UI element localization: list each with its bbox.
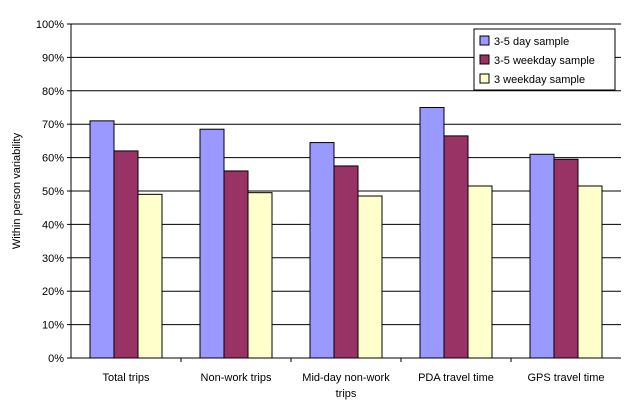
legend-swatch (479, 54, 490, 65)
x-tick-label: trips (336, 388, 357, 400)
bar (137, 193, 163, 359)
x-tick-labels: Total trips Non-work trips Mid-day non-wor… (102, 372, 604, 400)
y-tick-label: 50% (42, 186, 64, 198)
x-tick-label: Total trips (102, 372, 150, 384)
bar (309, 142, 335, 359)
legend: 3-5 day sample 3-5 weekday sample 3 weekda… (473, 28, 616, 91)
bar (357, 195, 383, 359)
y-tick-label: 10% (42, 320, 64, 332)
legend-label: 3-5 day sample (494, 36, 569, 48)
bar (443, 135, 469, 359)
y-tick-label: 30% (42, 253, 64, 265)
bar (223, 170, 249, 359)
legend-label: 3-5 weekday sample (494, 55, 595, 67)
y-tick-label: 100% (36, 19, 64, 31)
x-tick-label: Mid-day non-work (302, 372, 390, 384)
bar (577, 185, 603, 359)
y-tick-label: 80% (42, 86, 64, 98)
legend-box (473, 28, 616, 91)
y-tick-labels: 0% 10% 20% 30% 40% 50% 60% 70% 80% 90% 100% (36, 19, 71, 365)
bar (553, 158, 579, 359)
x-tick-label: Non-work trips (201, 372, 272, 384)
bars (89, 107, 603, 359)
y-tick-label: 60% (42, 153, 64, 165)
legend-label: 3 weekday sample (494, 74, 585, 86)
y-tick-label: 0% (48, 353, 64, 365)
legend-swatch (479, 73, 490, 84)
y-axis-label: Within person variability (11, 132, 23, 249)
bar (529, 153, 555, 359)
x-tick-label: GPS travel time (527, 372, 604, 384)
x-tick-label: PDA travel time (418, 372, 494, 384)
bar (333, 165, 359, 359)
bar (199, 128, 225, 359)
y-tick-label: 40% (42, 219, 64, 231)
bar (89, 120, 115, 359)
legend-swatch (479, 35, 490, 46)
bar (113, 150, 139, 359)
y-tick-label: 20% (42, 286, 64, 298)
bar (247, 192, 273, 359)
bar (467, 185, 493, 359)
y-tick-label: 90% (42, 52, 64, 64)
y-tick-label: 70% (42, 119, 64, 131)
bar (419, 107, 445, 359)
